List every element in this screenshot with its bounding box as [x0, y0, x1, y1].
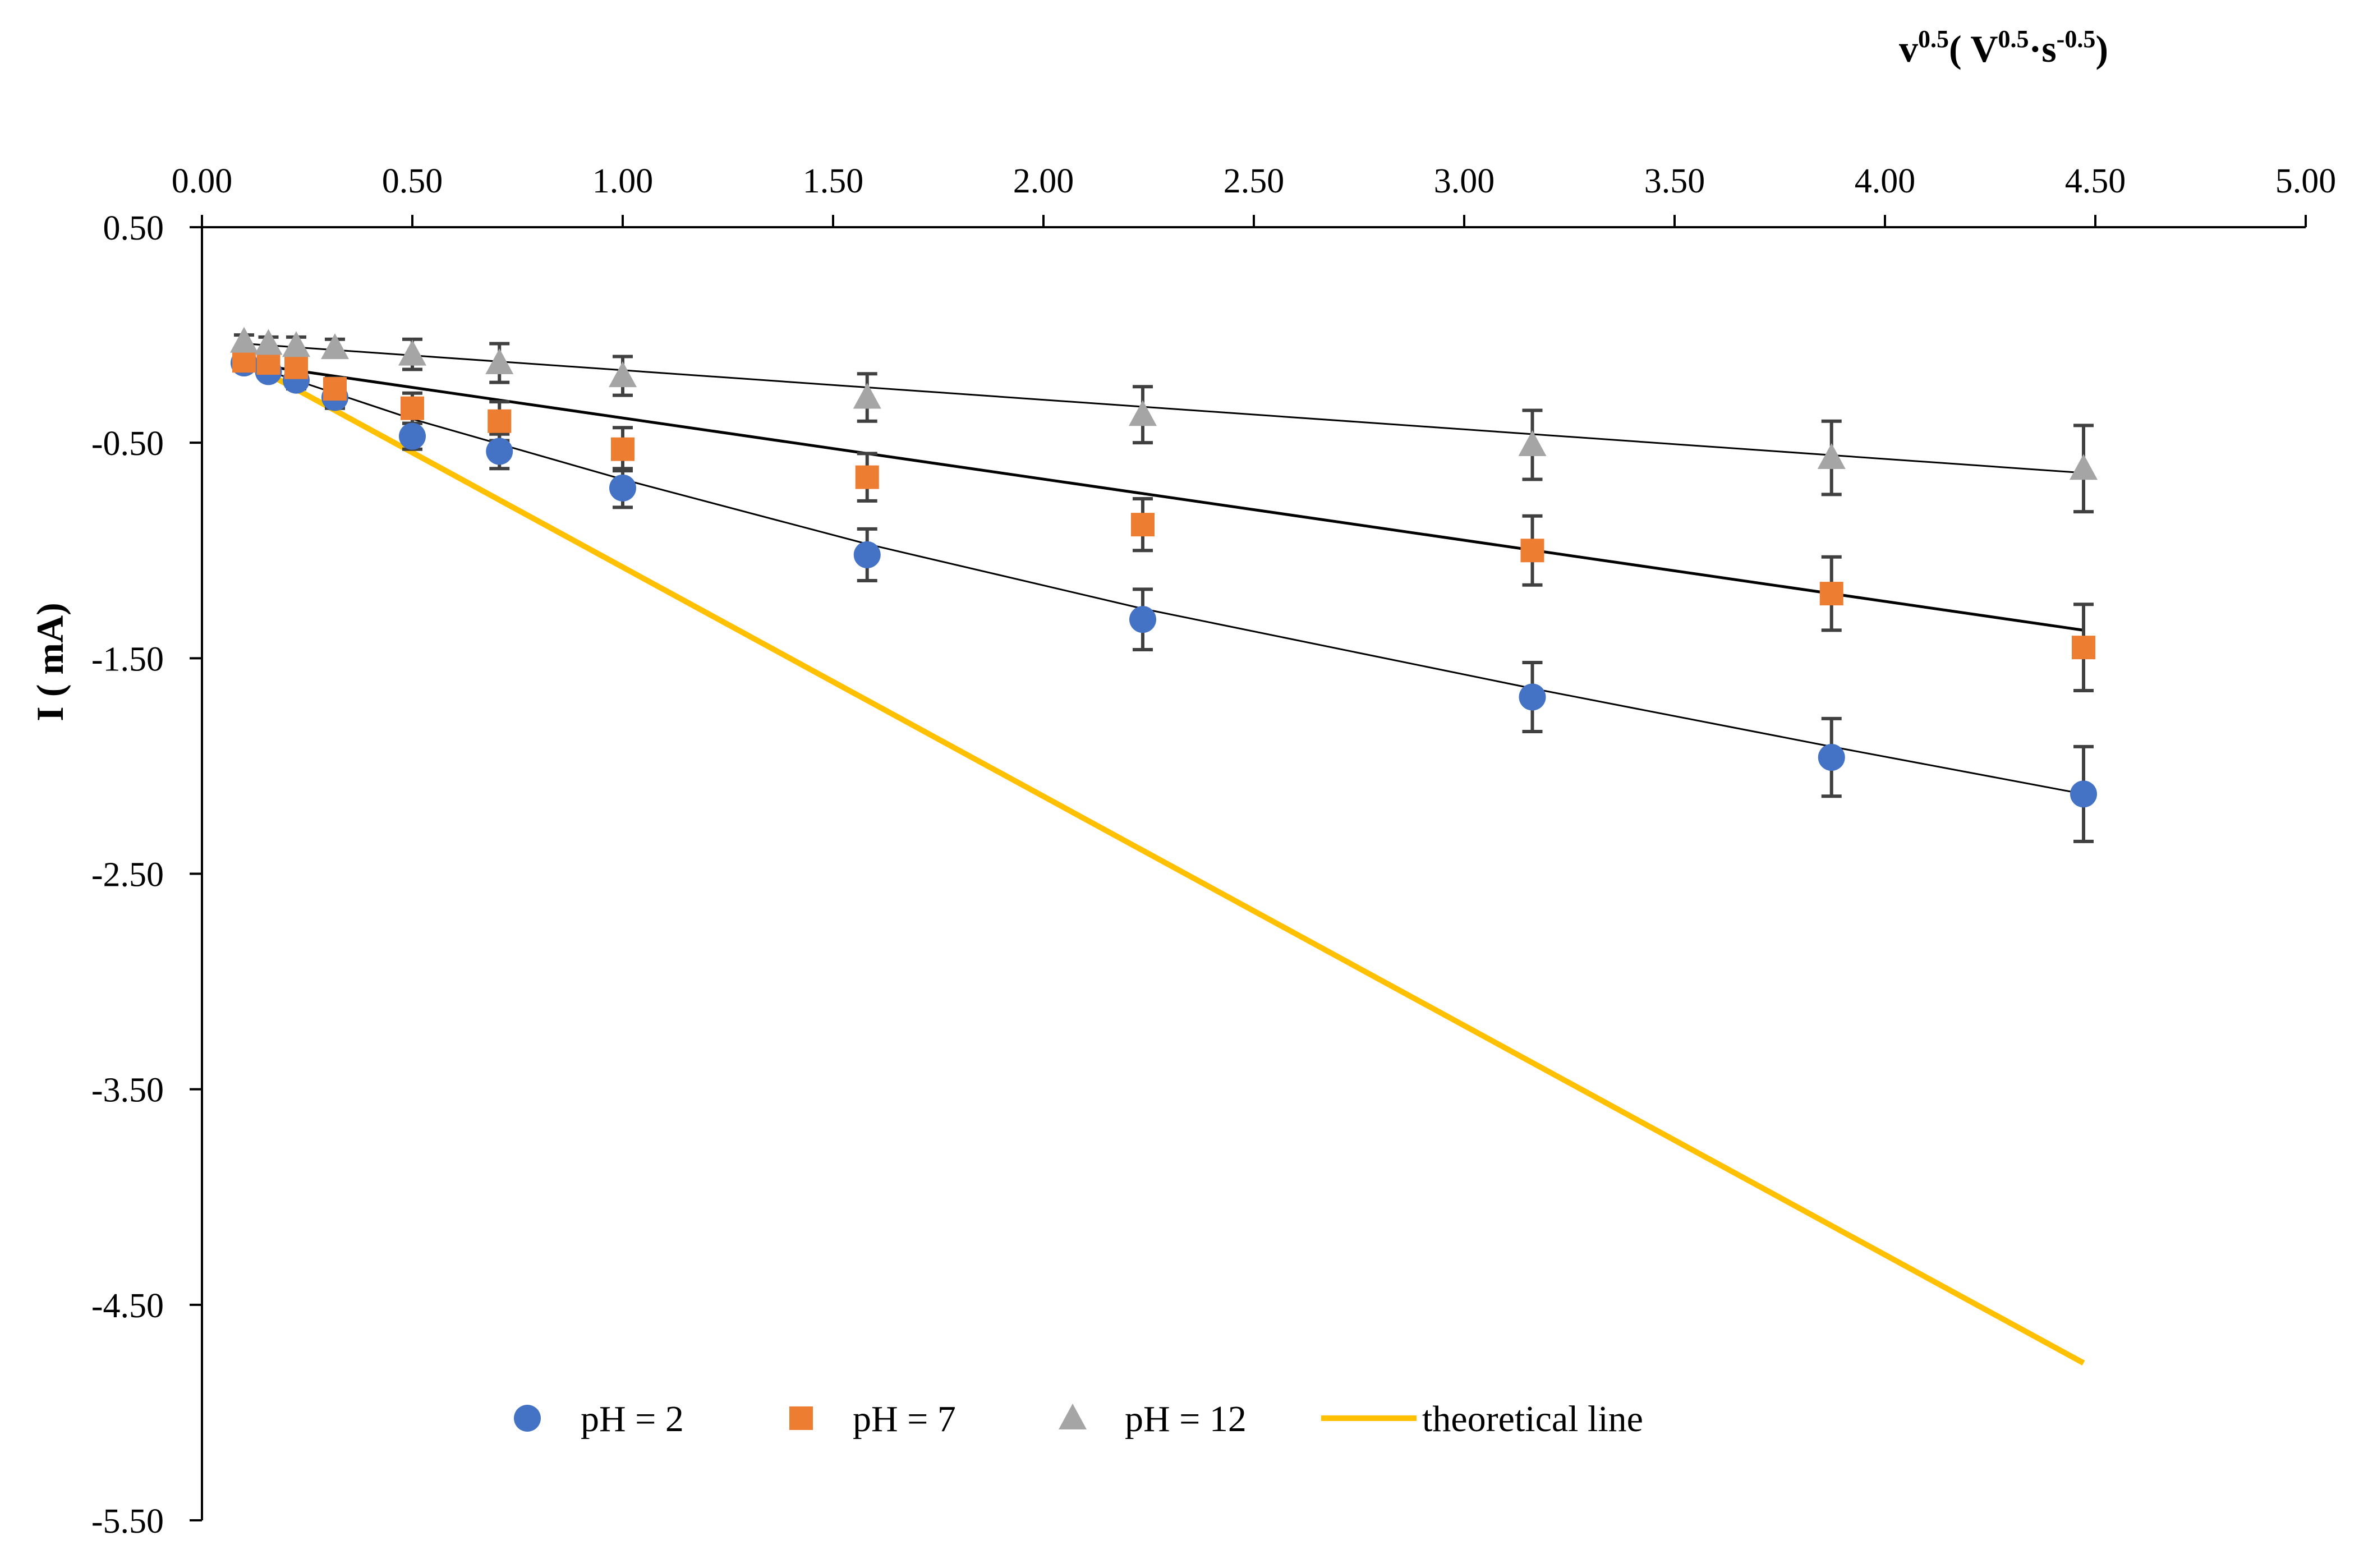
error-bar-layer — [234, 333, 2094, 843]
legend: pH = 2 pH = 7 pH = 12 theoretical line — [514, 1399, 1643, 1440]
x-tick-label: 5.00 — [2275, 162, 2337, 200]
y-tick-label: -0.50 — [91, 425, 164, 463]
data-point-circle — [1818, 744, 1845, 771]
data-point-triangle — [853, 383, 881, 409]
data-point-triangle — [321, 333, 349, 360]
x-tick-label: 4.00 — [1855, 162, 1916, 200]
data-point-square — [1131, 513, 1155, 537]
data-point-triangle — [398, 339, 426, 366]
data-point-triangle — [282, 331, 310, 357]
data-point-circle — [853, 541, 881, 568]
trendline-square — [243, 361, 2084, 632]
data-point-square — [2072, 636, 2095, 660]
x-axis-title: v0.5( V0.5·s-0.5) — [1899, 25, 2108, 70]
data-point-triangle — [254, 329, 283, 355]
x-tick-label: 2.50 — [1224, 162, 1285, 200]
data-point-circle — [399, 422, 426, 450]
data-point-triangle — [2070, 454, 2098, 480]
legend-marker-square — [789, 1406, 813, 1430]
x-tick-label: 2.00 — [1013, 162, 1074, 200]
data-point-square — [1819, 582, 1843, 606]
y-axis-title: I ( mA) — [29, 603, 71, 721]
y-tick-label: -5.50 — [91, 1502, 164, 1541]
theoretical-line-layer — [242, 358, 2085, 1365]
x-tick-label: 3.50 — [1644, 162, 1705, 200]
data-point-square — [232, 349, 256, 373]
data-points-layer — [230, 327, 2098, 808]
data-point-circle — [486, 438, 513, 465]
data-point-triangle — [230, 327, 258, 353]
x-tick-label: 0.00 — [172, 162, 233, 200]
x-tick-label: 1.00 — [592, 162, 654, 200]
y-tick-label: 0.50 — [103, 209, 164, 247]
data-point-circle — [1129, 606, 1156, 633]
ticks-layer: 0.00 0.50 1.00 1.50 2.00 2.50 3.00 3.50 4.00 4.50… — [91, 162, 2336, 1541]
theoretical-line — [242, 358, 2085, 1365]
legend-label: pH = 7 — [853, 1399, 956, 1440]
data-point-square — [1520, 539, 1544, 563]
data-point-circle — [1519, 683, 1546, 711]
trendline-triangle — [243, 342, 2084, 474]
trendline-circle — [243, 362, 2084, 795]
data-point-square — [855, 465, 879, 489]
y-tick-label: -4.50 — [91, 1287, 164, 1325]
data-point-square — [284, 355, 308, 379]
legend-marker-triangle — [1059, 1404, 1087, 1429]
legend-label: pH = 12 — [1125, 1399, 1247, 1440]
x-tick-label: 3.00 — [1434, 162, 1495, 200]
legend-label: pH = 2 — [581, 1399, 684, 1440]
data-point-square — [256, 351, 280, 375]
data-point-triangle — [1129, 400, 1157, 426]
legend-label: theoretical line — [1422, 1399, 1643, 1440]
x-tick-label: 0.50 — [382, 162, 443, 200]
data-point-square — [401, 396, 424, 420]
trendline-layer — [243, 342, 2084, 795]
y-tick-label: -2.50 — [91, 856, 164, 894]
data-point-triangle — [609, 361, 637, 388]
data-point-triangle — [1518, 430, 1547, 457]
data-point-triangle — [1817, 443, 1846, 470]
data-point-square — [323, 377, 347, 401]
data-point-square — [611, 437, 634, 461]
data-point-triangle — [485, 348, 514, 375]
x-tick-label: 4.50 — [2065, 162, 2126, 200]
axes-layer — [201, 226, 2306, 1520]
legend-marker-circle — [514, 1405, 541, 1432]
data-point-circle — [2070, 780, 2097, 808]
y-tick-label: -3.50 — [91, 1072, 164, 1110]
x-tick-label: 1.50 — [803, 162, 864, 200]
data-point-square — [488, 409, 512, 433]
y-tick-label: -1.50 — [91, 640, 164, 678]
data-point-circle — [609, 474, 636, 502]
